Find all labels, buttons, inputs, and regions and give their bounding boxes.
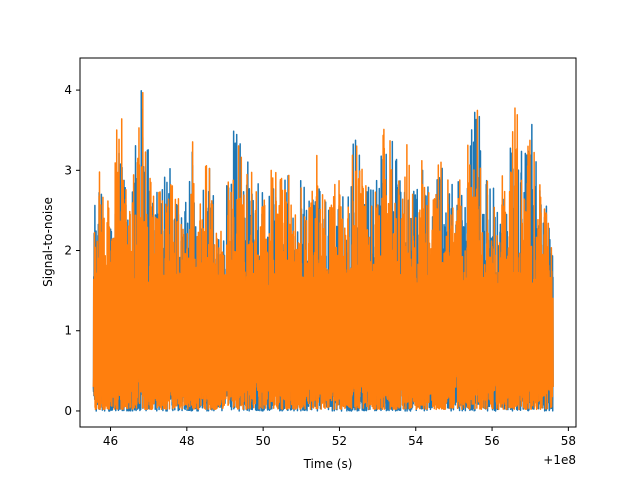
x-tick-label: 52 <box>332 434 347 448</box>
y-tick-label: 4 <box>64 83 72 97</box>
x-axis-offset-label: +1e8 <box>543 453 576 467</box>
x-tick-label: 58 <box>561 434 576 448</box>
x-tick-label: 50 <box>255 434 270 448</box>
plot-frame <box>79 57 577 428</box>
x-axis-ticks: 46 48 50 52 54 56 58 <box>103 427 576 448</box>
y-tick-label: 3 <box>64 163 72 177</box>
plot-lines <box>92 89 554 412</box>
x-tick-label: 56 <box>484 434 499 448</box>
y-axis-label: Signal-to-noise <box>41 197 55 287</box>
x-tick-label: 46 <box>103 434 118 448</box>
x-axis-label: Time (s) <box>303 457 353 471</box>
y-axis-ticks: 0 1 2 3 4 <box>64 83 80 418</box>
y-tick-label: 2 <box>64 244 72 258</box>
series-line-2 <box>92 91 554 411</box>
y-tick-label: 1 <box>64 324 72 338</box>
y-tick-label: 0 <box>64 404 72 418</box>
x-tick-label: 48 <box>179 434 194 448</box>
x-tick-label: 54 <box>408 434 423 448</box>
